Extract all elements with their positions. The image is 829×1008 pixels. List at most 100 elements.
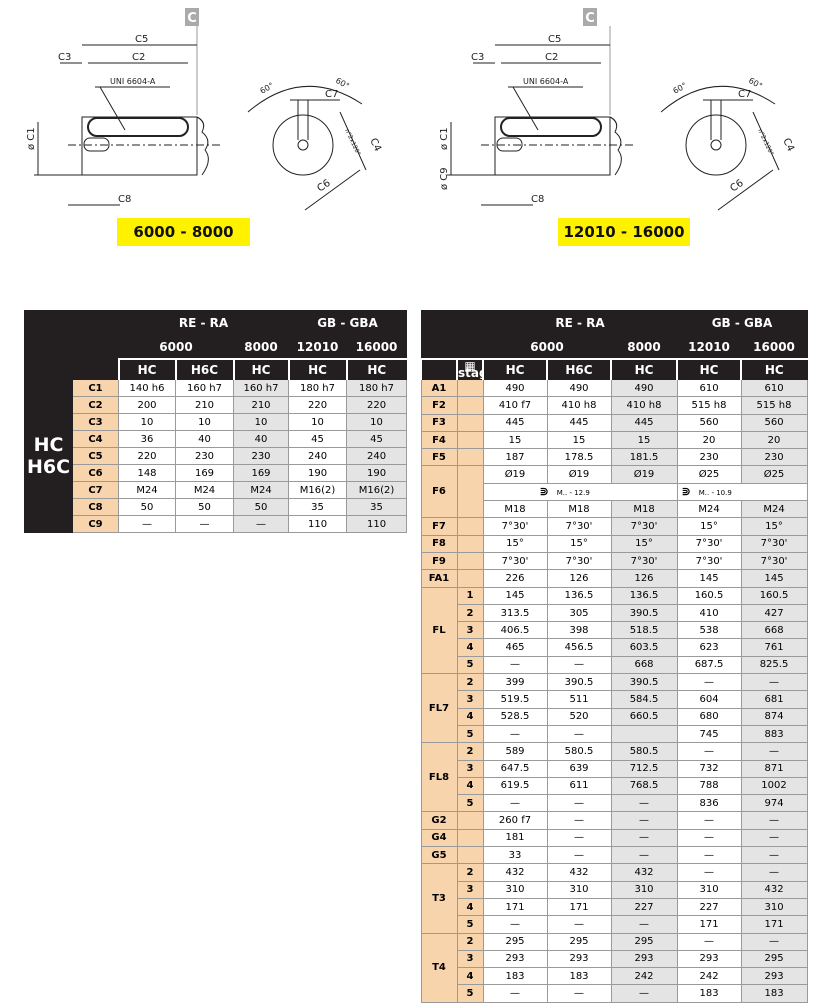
table-row: 3 310 310 310 310 432 (421, 880, 808, 899)
size-16000: 16000 (740, 334, 808, 360)
table-cell: Ø19 (610, 465, 678, 484)
row-code: G2 (420, 811, 458, 830)
stage-cell (456, 828, 484, 848)
table-cell: 528.5 (482, 707, 548, 726)
type-hc: HC (287, 358, 348, 380)
table-cell: 226 (482, 569, 548, 588)
table-row: 2 313.5 305 390.5 410 427 (421, 603, 808, 623)
side-label: HC H6C (24, 379, 73, 533)
table-row: C3 10 10 10 10 10 (25, 413, 408, 431)
row-code: C9 (72, 515, 119, 533)
table-cell: 7°30' (610, 517, 678, 536)
table-cell: 310 (740, 897, 808, 917)
table-cell: 45 (346, 430, 408, 448)
table-cell: M18 (482, 500, 548, 519)
row-code: F8 (420, 534, 458, 553)
table-cell: 974 (740, 794, 808, 813)
row-code: F5 (420, 448, 458, 467)
table-cell: 518.5 (610, 621, 678, 640)
table-cell: 398 (546, 621, 612, 640)
bolt-spec-cell: ⋑ M.. - 12.9 (482, 482, 678, 502)
table-cell: — (676, 811, 742, 830)
table-cell: 681 (740, 690, 808, 709)
table-row: A1 490 490 490 610 610 (420, 378, 808, 398)
stage-cell: 1 (456, 586, 484, 605)
table-row: 5— — —183 183 (421, 984, 808, 1003)
table-cell: 768.5 (610, 776, 678, 796)
table-cell: 220 (118, 447, 176, 465)
table-cell: 15 (610, 430, 678, 450)
table-cell: 515 h8 (740, 396, 808, 415)
group-gb-gba: GB - GBA (676, 310, 808, 335)
stage-cell: 4 (456, 897, 484, 917)
table-row: 4 183 183 242 242 293 (421, 967, 808, 986)
table-cell: 390.5 (610, 673, 678, 692)
bolt-class-label: M.. - 10.9 (698, 489, 732, 498)
table-cell: 136.5 (610, 586, 678, 605)
table-row: C5 220 230 230 240 240 (25, 447, 408, 465)
size-6000: 6000 (118, 334, 234, 360)
table-cell: 160 h7 (232, 379, 290, 397)
table-cell: 293 (482, 949, 548, 969)
table-cell: — (740, 828, 808, 848)
table-row: 3 293 293 293 293 295 (421, 949, 808, 969)
group-re-ra: RE - RA (117, 310, 290, 335)
table-cell: M24 (118, 481, 176, 499)
table-cell: 230 (740, 448, 808, 467)
table-cell: 110 (346, 515, 408, 533)
dim-c6 (304, 169, 361, 211)
table-cell: 171 (676, 915, 742, 934)
table-cell: 295 (546, 932, 612, 951)
table-cell: 639 (546, 759, 612, 778)
table-row: G4 181— — — — (420, 828, 808, 848)
size-label-6000-8000: 6000 - 8000 (117, 218, 250, 246)
table-cell: 169 (232, 464, 290, 482)
table-cell (610, 724, 678, 744)
table-cell: 10 (288, 413, 348, 431)
stage-cell: 3 (456, 880, 484, 899)
table-cell: 45 (288, 430, 348, 448)
table-row: 5— — —836 974 (421, 794, 808, 813)
table-cell: 7°30' (740, 534, 808, 553)
dim-c4-label: C4 (780, 137, 796, 154)
table-cell: — (676, 863, 742, 882)
stage-cell: 5 (456, 724, 484, 744)
row-code: F4 (420, 430, 458, 450)
center-bore (710, 139, 722, 151)
table-cell: 589 (482, 742, 548, 761)
type-hc: HC (345, 358, 408, 380)
table-cell: 180 h7 (346, 379, 408, 397)
table-cell: 295 (740, 949, 808, 969)
table-cell: 145 (676, 569, 742, 588)
type-hc: HC (232, 358, 290, 380)
table-cell: M24 (740, 500, 808, 519)
table-cell: 432 (482, 863, 548, 882)
table-cell: 210 (175, 396, 234, 414)
table-cell: 50 (232, 498, 290, 516)
c-badge-text: C (187, 11, 197, 26)
table-cell: M16(2) (288, 481, 348, 499)
table-cell: — (546, 846, 612, 865)
table-cell: 560 (740, 413, 808, 432)
shaft-outline (494, 116, 611, 176)
table-cell: 465 (482, 638, 548, 657)
table-cell: 293 (676, 949, 742, 969)
table-row: F9 7°30' 7°30' 7°30' 7°30' 7°30' (420, 551, 808, 571)
table-row: FL7 2 399 390.5 390.5— — (420, 673, 808, 744)
table-cell: 183 (482, 967, 548, 986)
table-cell: 432 (546, 863, 612, 882)
table-cell: 15° (676, 517, 742, 536)
table-cell: 515 h8 (676, 396, 742, 415)
table-cell: 687.5 (676, 655, 742, 675)
size-6000: 6000 (482, 334, 612, 360)
table-cell: 432 (740, 880, 808, 899)
table-row: F6 Ø19 Ø19 Ø19 Ø25 Ø25 (420, 465, 808, 519)
table-cell: 210 (232, 396, 290, 414)
key-leader (508, 86, 583, 131)
table-row: 4 465 456.5 603.5 623 761 (421, 638, 808, 657)
size-12010: 12010 (676, 334, 742, 360)
table-cell: 35 (288, 498, 348, 516)
table-cell: — (546, 828, 612, 848)
key-slot (500, 117, 602, 137)
dim-c5-label: C5 (548, 34, 561, 45)
